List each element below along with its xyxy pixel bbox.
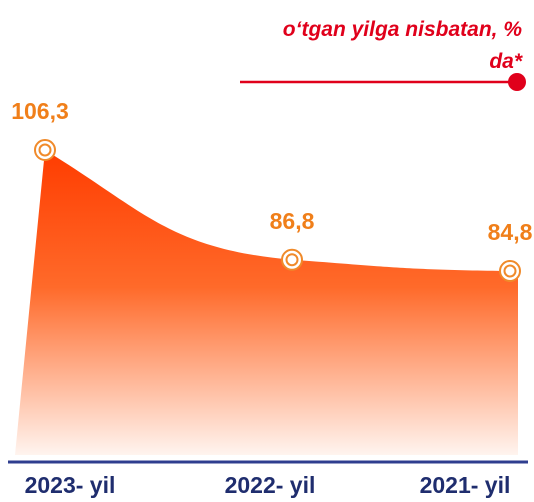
- area: [15, 150, 518, 455]
- value-label: 106,3: [11, 98, 69, 124]
- point-marker-inner: [503, 264, 517, 278]
- x-tick-label: 2022- yil: [225, 472, 316, 498]
- legend-label: o‘tgan yilga nisbatan, % da*: [282, 18, 522, 73]
- point-marker-inner: [285, 253, 299, 267]
- value-label: 86,8: [270, 208, 315, 234]
- legend-dot: [508, 73, 526, 91]
- value-label: 84,8: [488, 219, 533, 245]
- x-tick-label: 2021- yil: [420, 472, 511, 498]
- x-tick-label: 2023- yil: [25, 472, 116, 498]
- point-marker-inner: [38, 143, 52, 157]
